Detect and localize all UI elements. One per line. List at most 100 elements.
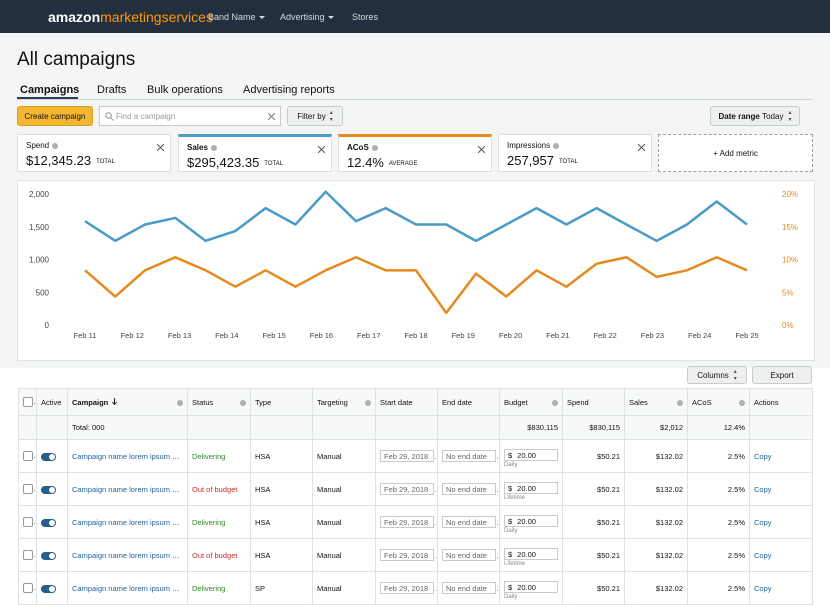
tab[interactable]: Bulk operations	[147, 84, 223, 96]
nav-item[interactable]: Advertising	[280, 12, 334, 22]
row-checkbox[interactable]	[23, 451, 33, 461]
budget-input[interactable]: $20.00	[504, 449, 558, 461]
x-tick-label: Feb 15	[262, 331, 285, 340]
close-icon[interactable]	[637, 138, 646, 152]
close-icon[interactable]	[477, 140, 486, 154]
cell: Out of budget	[187, 538, 251, 572]
currency: $	[508, 517, 513, 526]
copy-link[interactable]: Copy	[754, 517, 772, 527]
tab[interactable]: Advertising reports	[243, 84, 335, 96]
header-cell[interactable]: ACoS	[687, 388, 750, 416]
start-date[interactable]: Feb 29, 2018	[380, 549, 434, 561]
info-icon	[677, 399, 683, 406]
logo[interactable]: amazonmarketingservices	[48, 9, 213, 25]
header-cell[interactable]: End date	[437, 388, 500, 416]
columns-button[interactable]: Columns ▴ ▾	[687, 366, 747, 384]
copy-link[interactable]: Copy	[754, 451, 772, 461]
search-box[interactable]: Find a campaign	[99, 106, 281, 126]
export-button[interactable]: Export	[752, 366, 812, 384]
clear-icon[interactable]	[268, 113, 275, 120]
start-date[interactable]: Feb 29, 2018	[380, 450, 434, 462]
info-icon	[739, 399, 745, 406]
budget-input[interactable]: $20.00	[504, 581, 558, 593]
header-row: Active Campaign Status Type Targeting Start d…	[18, 388, 813, 416]
header-cell[interactable]: Sales	[624, 388, 688, 416]
active-toggle[interactable]	[41, 584, 56, 593]
campaign-name[interactable]: Campaign name lorem ipsum sit...	[72, 550, 186, 560]
total-row: Total: 000 $830,115 $830,115 $2,012 12.4%	[18, 415, 813, 440]
metric-card[interactable]: Sales $295,423.35 TOTAL	[178, 134, 332, 172]
x-tick-label: Feb 21	[546, 331, 569, 340]
column-label: Spend	[567, 397, 589, 407]
cell	[18, 571, 37, 605]
metric-card[interactable]: ACoS 12.4% AVERAGE	[338, 134, 492, 172]
total-cell	[36, 415, 68, 440]
header-cell[interactable]: Type	[250, 388, 313, 416]
active-toggle[interactable]	[41, 551, 56, 560]
end-date[interactable]: No end date	[442, 483, 496, 495]
active-toggle[interactable]	[41, 518, 56, 527]
start-date[interactable]: Feb 29, 2018	[380, 483, 434, 495]
total-cell	[250, 415, 313, 440]
select-all-checkbox[interactable]	[23, 397, 33, 407]
budget-input[interactable]: $20.00	[504, 482, 558, 494]
active-toggle[interactable]	[41, 452, 56, 461]
active-toggle[interactable]	[41, 485, 56, 494]
status: Delivering	[192, 517, 226, 527]
copy-link[interactable]: Copy	[754, 550, 772, 560]
y-tick-label: 1,500	[29, 223, 50, 232]
sales: $132.02	[655, 550, 683, 560]
metric-number: $12,345.23	[26, 153, 92, 168]
date-range-button[interactable]: Date range Today ▴ ▾	[710, 106, 800, 126]
create-button[interactable]: Create campaign	[17, 106, 93, 126]
campaign-name[interactable]: Campaign name lorem ipsum sit...	[72, 517, 186, 527]
currency: $	[508, 451, 513, 460]
tab[interactable]: Drafts	[97, 84, 127, 96]
y-tick-label: 0	[45, 321, 50, 330]
row-checkbox[interactable]	[23, 550, 33, 560]
campaign-name[interactable]: Campaign name lorem ipsum sit...	[72, 583, 186, 593]
start-date[interactable]: Feb 29, 2018	[380, 516, 434, 528]
campaign-name[interactable]: Campaign name lorem ipsum sit...	[72, 484, 186, 494]
row-checkbox[interactable]	[23, 484, 33, 494]
nav-item[interactable]: Band Name	[208, 12, 265, 22]
end-date[interactable]: No end date	[442, 516, 496, 528]
tab[interactable]: Campaigns	[20, 84, 80, 96]
budget-input[interactable]: $20.00	[504, 515, 558, 527]
total-value: 12.4%	[723, 423, 745, 432]
header-cell[interactable]: Targeting	[312, 388, 376, 416]
start-date[interactable]: Feb 29, 2018	[380, 582, 434, 594]
close-icon[interactable]	[156, 138, 165, 152]
cell: $50.21	[562, 571, 625, 605]
header-cell[interactable]: Spend	[562, 388, 625, 416]
metric-card[interactable]: Spend $12,345.23 TOTAL	[17, 134, 171, 172]
close-icon[interactable]	[317, 140, 326, 154]
end-date[interactable]: No end date	[442, 582, 496, 594]
metric-value: $295,423.35 TOTAL	[187, 155, 283, 170]
add-metric[interactable]: + Add metric	[658, 134, 813, 172]
status: Delivering	[192, 451, 226, 461]
metric-unit: TOTAL	[264, 160, 284, 167]
y2-tick-label: 10%	[782, 256, 798, 265]
row-checkbox[interactable]	[23, 583, 33, 593]
row-checkbox[interactable]	[23, 517, 33, 527]
metric-card[interactable]: Impressions 257,957 TOTAL	[498, 134, 652, 172]
cell: $50.21	[562, 538, 625, 572]
cell: $132.02	[624, 571, 688, 605]
search-icon	[105, 112, 114, 121]
metric-name: ACoS	[347, 143, 369, 152]
header-cell[interactable]: Campaign	[67, 388, 188, 416]
cell: $50.21	[562, 505, 625, 539]
type: HSA	[255, 517, 271, 527]
filter-button[interactable]: Filter by ▴ ▾	[287, 106, 343, 126]
end-date[interactable]: No end date	[442, 549, 496, 561]
header-cell[interactable]: Budget	[499, 388, 563, 416]
header-cell[interactable]: Start date	[375, 388, 438, 416]
header-cell[interactable]: Status	[187, 388, 251, 416]
copy-link[interactable]: Copy	[754, 583, 772, 593]
end-date[interactable]: No end date	[442, 450, 496, 462]
copy-link[interactable]: Copy	[754, 484, 772, 494]
nav-item[interactable]: Stores	[352, 12, 378, 22]
campaign-name[interactable]: Campaign name lorem ipsum sit...	[72, 451, 186, 461]
budget-input[interactable]: $20.00	[504, 548, 558, 560]
